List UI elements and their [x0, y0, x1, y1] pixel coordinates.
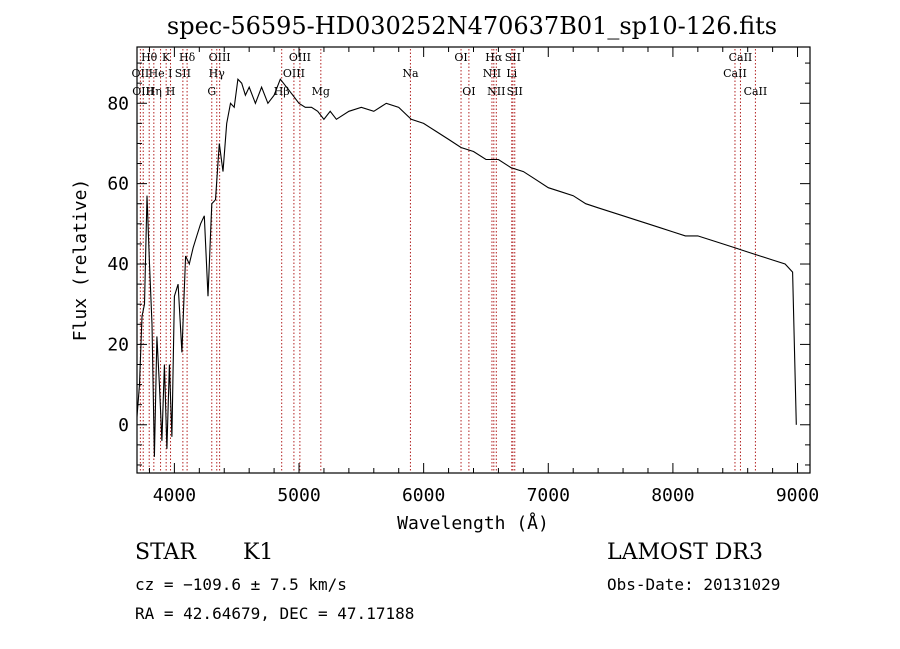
line-markers	[139, 49, 756, 472]
x-tick-label: 5000	[277, 485, 320, 506]
spectrum-trace	[136, 77, 797, 457]
line-marker-label: Hα	[485, 51, 503, 64]
y-tick-label: 0	[118, 415, 129, 436]
spectral-subclass: K1	[243, 540, 274, 565]
line-marker-label: CaII	[729, 51, 753, 64]
line-marker-label: CaII	[744, 85, 768, 98]
x-tick-label: 9000	[776, 485, 819, 506]
x-tick-label: 6000	[402, 485, 445, 506]
line-marker-labels: OII OIII Hθ Hη He I K H SII Hδ G Hγ OIII Hβ OIII OIII M…	[132, 51, 768, 98]
line-marker-label: Na	[402, 67, 419, 80]
object-class: STAR	[135, 540, 196, 565]
line-marker-label: SII	[505, 51, 521, 64]
line-marker-label: K	[162, 51, 171, 64]
line-marker-label: OIII	[132, 85, 154, 98]
line-marker-label: Hδ	[179, 51, 196, 64]
x-axis-label: Wavelength (Å)	[397, 512, 549, 534]
y-axis-label: Flux (relative)	[70, 179, 91, 342]
x-tick-label: 7000	[527, 485, 570, 506]
plot-frame	[136, 46, 811, 474]
redshift-cz: cz = −109.6 ± 7.5 km/s	[135, 575, 347, 594]
line-marker-label: OIII	[209, 51, 231, 64]
line-marker-label: OIII	[289, 51, 311, 64]
line-marker-label: NII	[487, 85, 505, 98]
line-marker-label: Li	[506, 67, 517, 80]
line-marker-label: NII	[483, 67, 501, 80]
line-marker-label: He I	[149, 67, 173, 80]
line-marker-label: Mg	[312, 85, 330, 98]
ra-dec-coordinates: RA = 42.64679, DEC = 47.17188	[135, 604, 415, 623]
y-tick-labels: 0 20 40 60 80	[107, 93, 129, 436]
line-marker-label: Hθ	[141, 51, 158, 64]
x-tick-label: 4000	[153, 485, 196, 506]
axis-ticks	[137, 47, 810, 473]
line-marker-label: OII	[132, 67, 150, 80]
line-marker-label: G	[207, 85, 216, 98]
line-marker-label: SII	[507, 85, 523, 98]
observation-date: Obs-Date: 20131029	[607, 575, 781, 594]
line-marker-label: SII	[175, 67, 191, 80]
y-tick-label: 60	[107, 174, 129, 195]
survey-name: LAMOST DR3	[607, 540, 763, 565]
line-marker-label: OI	[454, 51, 467, 64]
line-marker-label: Hη	[146, 85, 162, 98]
chart-title: spec-56595-HD030252N470637B01_sp10-126.f…	[167, 12, 777, 40]
line-marker-label: Hβ	[274, 85, 290, 98]
line-marker-label: OIII	[283, 67, 305, 80]
line-marker-label: OI	[462, 85, 475, 98]
x-tick-labels: 4000 5000 6000 7000 8000 9000	[153, 485, 820, 506]
y-tick-label: 40	[107, 254, 129, 275]
x-tick-label: 8000	[651, 485, 694, 506]
y-tick-label: 20	[107, 334, 129, 355]
line-marker-label: Hγ	[209, 67, 226, 80]
y-tick-label: 80	[107, 93, 129, 114]
line-marker-label: CaII	[723, 67, 747, 80]
line-marker-label: H	[166, 85, 176, 98]
